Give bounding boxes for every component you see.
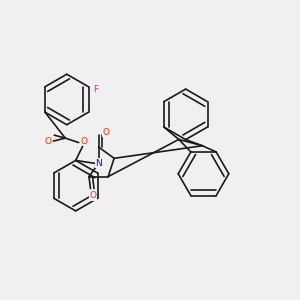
Text: O: O — [45, 136, 52, 146]
Text: O: O — [103, 128, 110, 137]
Text: O: O — [90, 191, 97, 200]
Text: N: N — [95, 159, 102, 168]
Text: F: F — [94, 85, 99, 94]
Text: O: O — [80, 136, 88, 146]
